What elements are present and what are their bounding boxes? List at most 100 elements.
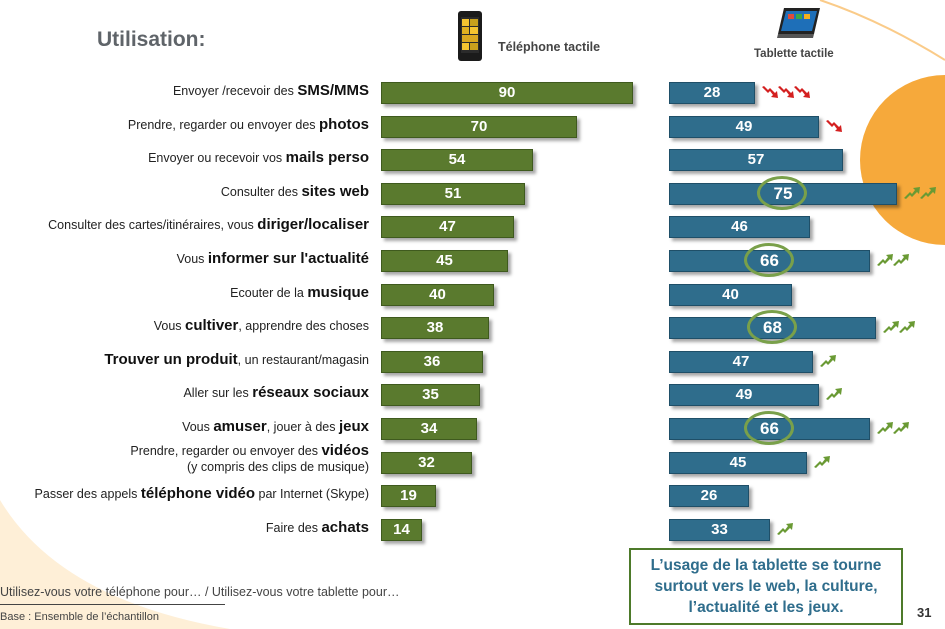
row-label-line-12: Passer des appels téléphone vidéo par In… <box>0 486 369 502</box>
row-label-keyword: réseaux sociaux <box>252 384 369 402</box>
row-label-7: Vous cultiver, apprendre des choses <box>0 318 369 334</box>
row-label-10: Vous amuser, jouer à des jeux <box>0 419 369 435</box>
phone-bar-5: 45 <box>381 250 508 272</box>
callout-line-2: surtout vers le web, la culture, <box>654 578 878 595</box>
trend-up-arrow-13-0 <box>777 522 793 535</box>
tablet-bar-12: 26 <box>669 485 749 508</box>
page-number: 31 <box>917 605 932 620</box>
row-label-keyword: informer sur l'actualité <box>207 250 369 267</box>
row-label-line-2: Envoyer ou recevoir vos mails perso <box>0 150 369 166</box>
row-label-keyword: amuser <box>213 418 267 435</box>
tablet-bar-0: 28 <box>669 82 755 104</box>
trend-up-arrow-7-0 <box>883 321 899 334</box>
highlight-circle-3 <box>757 175 807 210</box>
row-label-11: Prendre, regarder ou envoyer des vidéos(… <box>0 442 369 475</box>
phone-bar-12: 19 <box>381 485 436 508</box>
row-label-line2-11: (y compris des clips de musique) <box>186 459 369 474</box>
footer-divider <box>0 604 225 605</box>
tablet-bar-13: 33 <box>669 518 770 541</box>
row-label-line-7: Vous cultiver, apprendre des choses <box>0 318 369 334</box>
trend-up-arrow-7-1 <box>899 321 915 334</box>
row-label-5: Vous informer sur l'actualité <box>0 251 369 267</box>
sample-base-text: Base : Ensemble de l’échantillon <box>0 611 159 623</box>
question-text: Utilisez-vous votre téléphone pour… / Ut… <box>0 585 400 599</box>
trend-down-arrow-0-1 <box>778 86 794 98</box>
row-label-13: Faire des achats <box>0 518 369 536</box>
callout-line-1: L’usage de la tablette se tourne <box>650 557 882 574</box>
trend-up-arrow-10-1 <box>893 422 909 434</box>
trend-up-arrow-5-1 <box>893 254 909 266</box>
row-label-text: Envoyer /recevoir des <box>172 84 298 98</box>
row-label-keyword: diriger/localiser <box>257 216 369 234</box>
decor-curve-top <box>819 0 945 61</box>
row-label-text: Passer des appels <box>34 487 141 502</box>
phone-bar-0: 90 <box>381 82 633 104</box>
highlight-circle-10 <box>743 411 794 445</box>
trend-up-arrow-8-0 <box>820 354 836 367</box>
trend-up-arrow-11-0 <box>814 455 830 468</box>
row-label-keyword: sites web <box>301 182 369 200</box>
row-label-line-4: Consulter des cartes/itinéraires, vous d… <box>0 217 369 233</box>
row-label-line-9: Aller sur les réseaux sociaux <box>0 385 369 401</box>
trend-down-arrow-0-2 <box>794 86 810 98</box>
row-label-text: , jouer à des <box>266 420 339 434</box>
highlight-circle-7 <box>746 310 797 345</box>
insight-callout: L’usage de la tablette se tourne surtout… <box>629 548 903 625</box>
phone-bar-7: 38 <box>381 317 489 340</box>
phone-bar-13: 14 <box>381 518 422 541</box>
row-label-text: par Internet (Skype) <box>255 487 369 502</box>
row-label-2: Envoyer ou recevoir vos mails perso <box>0 150 369 166</box>
tablet-bar-4: 46 <box>669 216 810 239</box>
tablet-bar-6: 40 <box>669 283 792 306</box>
row-label-text: Aller sur les <box>183 386 253 401</box>
callout-line-3: l’actualité et les jeux. <box>688 599 844 616</box>
row-label-keyword: mails perso <box>285 149 369 167</box>
trend-up-arrow-3-0 <box>904 186 920 199</box>
row-label-0: Envoyer /recevoir des SMS/MMS <box>0 83 369 99</box>
tablet-bar-2: 57 <box>669 149 843 172</box>
row-label-line-11: Prendre, regarder ou envoyer des vidéos <box>0 442 369 459</box>
trend-up-arrow-10-0 <box>877 422 893 434</box>
tablet-bar-11: 45 <box>669 451 807 474</box>
phone-bar-11: 32 <box>381 451 472 474</box>
row-label-text: Vous <box>182 420 214 434</box>
trend-up-arrow-3-1 <box>920 186 936 199</box>
row-label-line-13: Faire des achats <box>0 518 369 536</box>
row-label-keyword: SMS/MMS <box>297 82 369 99</box>
row-label-line-6: Ecouter de la musique <box>0 284 369 301</box>
tablet-icon <box>777 8 820 38</box>
row-label-line-0: Envoyer /recevoir des SMS/MMS <box>0 83 369 99</box>
phone-bar-2: 54 <box>381 149 533 172</box>
decor-curve-bottom <box>0 500 230 629</box>
row-label-text: Prendre, regarder ou envoyer des <box>127 117 319 132</box>
row-label-12: Passer des appels téléphone vidéo par In… <box>0 486 369 502</box>
tablet-column-label: Tablette tactile <box>754 48 834 60</box>
phone-bar-6: 40 <box>381 283 494 306</box>
phone-bar-10: 34 <box>381 418 477 440</box>
trend-down-arrow-1-0 <box>826 119 842 132</box>
decor-circle-right <box>860 75 945 245</box>
trend-up-arrow-9-0 <box>826 388 842 401</box>
row-label-keyword: téléphone vidéo <box>140 485 256 503</box>
phone-bar-4: 47 <box>381 216 514 239</box>
highlight-circle-5 <box>743 243 794 277</box>
row-label-1: Prendre, regarder ou envoyer des photos <box>0 116 369 133</box>
row-label-keyword: cultiver <box>185 317 239 335</box>
row-label-line-5: Vous informer sur l'actualité <box>0 251 369 267</box>
trend-down-arrow-0-0 <box>762 86 778 98</box>
row-label-text: Prendre, regarder ou envoyer des <box>130 443 322 458</box>
row-label-text: , un restaurant/magasin <box>237 352 369 367</box>
trend-up-arrow-5-0 <box>877 254 893 266</box>
phone-bar-3: 51 <box>381 182 525 205</box>
phone-bar-9: 35 <box>381 384 480 407</box>
tablet-bar-8: 47 <box>669 350 813 373</box>
page-title: Utilisation: <box>97 28 206 51</box>
phone-bar-8: 36 <box>381 350 483 373</box>
row-label-text: Consulter des cartes/itinéraires, vous <box>48 218 258 233</box>
row-label-line-3: Consulter des sites web <box>0 182 369 200</box>
tablet-bar-1: 49 <box>669 115 819 138</box>
tablet-bar-9: 49 <box>669 384 819 407</box>
row-label-text: Envoyer ou recevoir vos <box>148 151 286 166</box>
row-label-text: Ecouter de la <box>230 285 308 300</box>
row-label-keyword: achats <box>321 518 369 536</box>
